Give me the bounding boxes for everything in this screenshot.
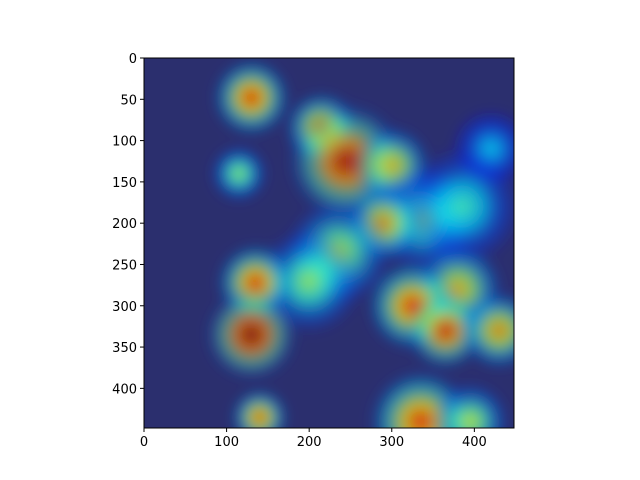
- x-tick-label: 300: [379, 435, 404, 450]
- heatmap-hotspot: [205, 288, 298, 381]
- x-axis: 0 100 200 300 400: [140, 428, 487, 450]
- x-tick-label: 100: [214, 435, 239, 450]
- y-tick-label: 200: [112, 217, 137, 232]
- x-tick-label: 200: [297, 435, 322, 450]
- x-tick-label: 0: [140, 435, 148, 450]
- heatmap-hotspot: [211, 58, 292, 138]
- heatmap-hotspot: [230, 388, 289, 428]
- heatmap-hotspot: [209, 144, 269, 203]
- y-tick-label: 400: [112, 382, 137, 397]
- y-tick-label: 250: [112, 258, 137, 273]
- y-tick-label: 0: [129, 52, 137, 67]
- y-tick-label: 300: [112, 300, 137, 315]
- y-tick-label: 50: [120, 93, 137, 108]
- plot-area: [143, 57, 515, 429]
- heatmap-hotspot: [459, 290, 514, 371]
- plot-frame: [143, 57, 515, 429]
- heatmap-hotspots: [205, 58, 514, 428]
- y-tick-label: 150: [112, 176, 137, 191]
- y-axis: 0 50 100 150 200 250 300 350 400: [112, 52, 144, 397]
- x-tick-label: 400: [462, 435, 487, 450]
- y-tick-label: 350: [112, 341, 137, 356]
- heatmap-hotspot: [402, 147, 514, 267]
- y-tick-label: 100: [112, 135, 137, 150]
- heatmap-hotspot: [430, 381, 510, 428]
